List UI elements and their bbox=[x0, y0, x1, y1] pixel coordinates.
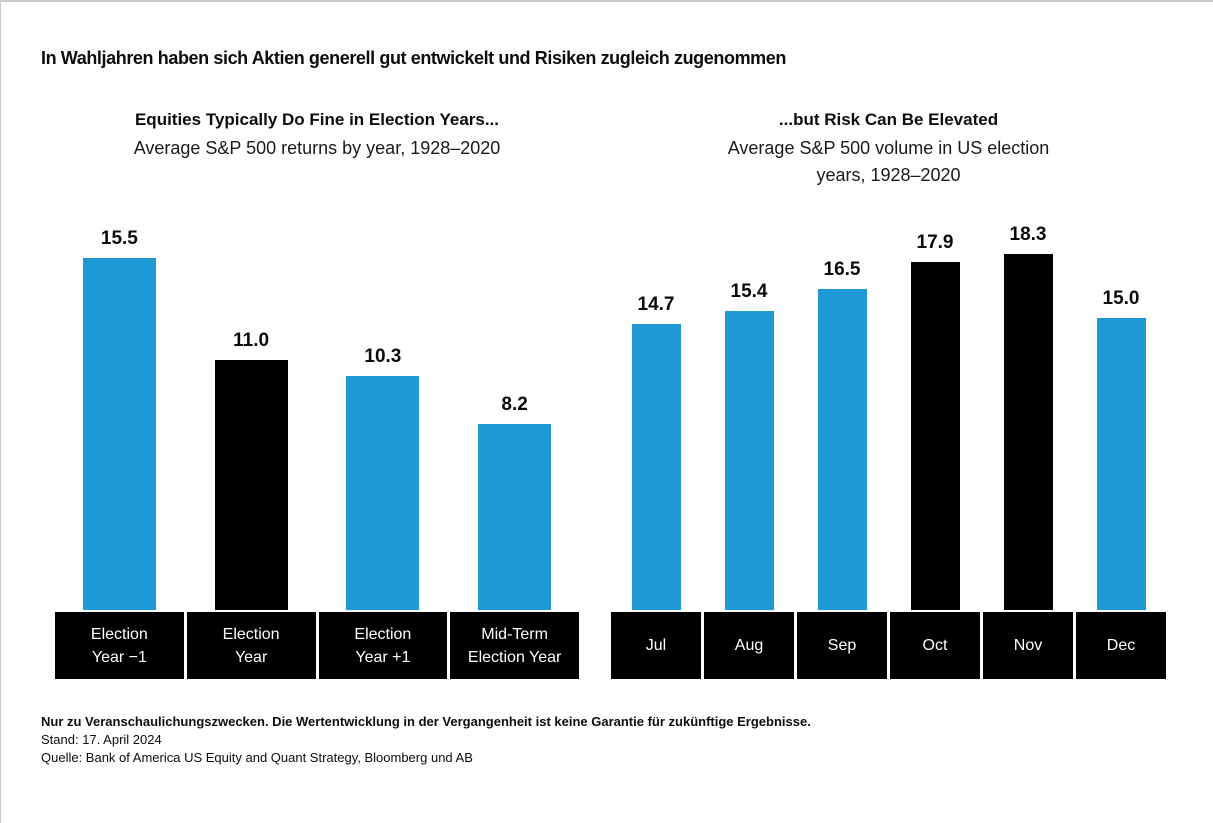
bar-column: 11.0 bbox=[187, 190, 316, 610]
category-label-line: Jul bbox=[645, 637, 667, 654]
category-label: Election Year −1 bbox=[55, 612, 184, 679]
bar-value-label: 16.5 bbox=[823, 259, 861, 281]
bar-column: 15.0 bbox=[1076, 190, 1166, 610]
bar-value-label: 15.5 bbox=[100, 228, 138, 250]
bar-value-label: 17.9 bbox=[916, 231, 954, 253]
bar-column: 15.4 bbox=[704, 190, 794, 610]
bar bbox=[631, 324, 681, 610]
bar-value-label: 15.4 bbox=[730, 280, 768, 302]
bars-row: 15.5 11.0 10.3 8.2 bbox=[55, 190, 579, 610]
category-row: Election Year −1 Election Year Election Year … bbox=[55, 612, 579, 679]
category-label-line: Nov bbox=[1013, 637, 1043, 654]
bar bbox=[1096, 318, 1146, 610]
category-label: Aug bbox=[704, 612, 794, 679]
category-label: Sep bbox=[797, 612, 887, 679]
bars-row: 14.7 15.4 16.5 17.9 18.3 15.0 bbox=[611, 190, 1166, 610]
category-label-line: Year +1 bbox=[355, 648, 411, 666]
category-label: Dec bbox=[1076, 612, 1166, 679]
bar-value-label: 10.3 bbox=[364, 346, 402, 368]
main-title: In Wahljahren haben sich Aktien generell… bbox=[41, 48, 786, 68]
footer-source: Quelle: Bank of America US Equity and Qu… bbox=[41, 750, 473, 765]
bar bbox=[214, 360, 288, 610]
category-label-line: Year −1 bbox=[91, 648, 147, 666]
bar-column: 18.3 bbox=[983, 190, 1073, 610]
bar-value-label: 15.0 bbox=[1102, 288, 1140, 310]
footer-as-of-date: Stand: 17. April 2024 bbox=[41, 732, 162, 747]
category-label: Jul bbox=[611, 612, 701, 679]
bar bbox=[724, 310, 774, 610]
chart-subtitle-line: Average S&P 500 volume in US election bbox=[727, 138, 1050, 158]
bar bbox=[910, 261, 960, 610]
chart-subtitle: Average S&P 500 volume in US election ye… bbox=[611, 135, 1166, 189]
bar bbox=[82, 258, 156, 610]
category-label-line: Sep bbox=[827, 637, 857, 654]
bar-value-label: 14.7 bbox=[637, 294, 675, 316]
category-label-line: Election Year bbox=[467, 648, 562, 666]
chart-subtitle: Average S&P 500 returns by year, 1928–20… bbox=[55, 135, 579, 162]
bar-value-label: 8.2 bbox=[501, 393, 528, 415]
bar bbox=[346, 376, 420, 610]
category-label-line: Election bbox=[354, 625, 412, 643]
category-label-line: Election bbox=[90, 625, 148, 643]
category-label-line: Dec bbox=[1106, 637, 1136, 654]
chart-title: ...but Risk Can Be Elevated bbox=[778, 110, 999, 129]
category-label-line: Mid-Term bbox=[481, 625, 548, 643]
chart-subtitle-line: Average S&P 500 returns by year, 1928–20… bbox=[133, 138, 501, 158]
footer: Nur zu Veranschaulichungszwecken. Die We… bbox=[41, 713, 811, 767]
bar-column: 14.7 bbox=[611, 190, 701, 610]
chart-subtitle-line: years, 1928–2020 bbox=[816, 165, 961, 185]
bar-column: 8.2 bbox=[450, 190, 579, 610]
bar-column: 10.3 bbox=[319, 190, 448, 610]
bar bbox=[817, 289, 867, 610]
bar-value-label: 18.3 bbox=[1009, 224, 1047, 246]
category-label: Election Year bbox=[186, 612, 316, 679]
chart-panel-volume: ...but Risk Can Be Elevated Average S&P … bbox=[611, 108, 1166, 679]
category-label-line: Oct bbox=[922, 637, 948, 654]
bar-column: 15.5 bbox=[55, 190, 184, 610]
category-label-line: Election bbox=[222, 625, 280, 643]
category-label: Oct bbox=[890, 612, 980, 679]
bar-column: 17.9 bbox=[890, 190, 980, 610]
category-row: Jul Aug Sep Oct Nov Dec bbox=[611, 612, 1166, 679]
chart-panel-returns: Equities Typically Do Fine in Election Y… bbox=[55, 108, 579, 679]
bar bbox=[1003, 254, 1053, 610]
category-label: Election Year +1 bbox=[318, 612, 448, 679]
footer-disclaimer: Nur zu Veranschaulichungszwecken. Die We… bbox=[41, 714, 811, 729]
bar-value-label: 11.0 bbox=[233, 330, 270, 352]
category-label: Nov bbox=[983, 612, 1073, 679]
category-label: Mid-Term Election Year bbox=[450, 612, 579, 679]
bar-column: 16.5 bbox=[797, 190, 887, 610]
chart-title: Equities Typically Do Fine in Election Y… bbox=[134, 110, 500, 129]
category-label-line: Year bbox=[234, 648, 268, 666]
bar bbox=[478, 423, 552, 610]
category-label-line: Aug bbox=[734, 637, 764, 654]
